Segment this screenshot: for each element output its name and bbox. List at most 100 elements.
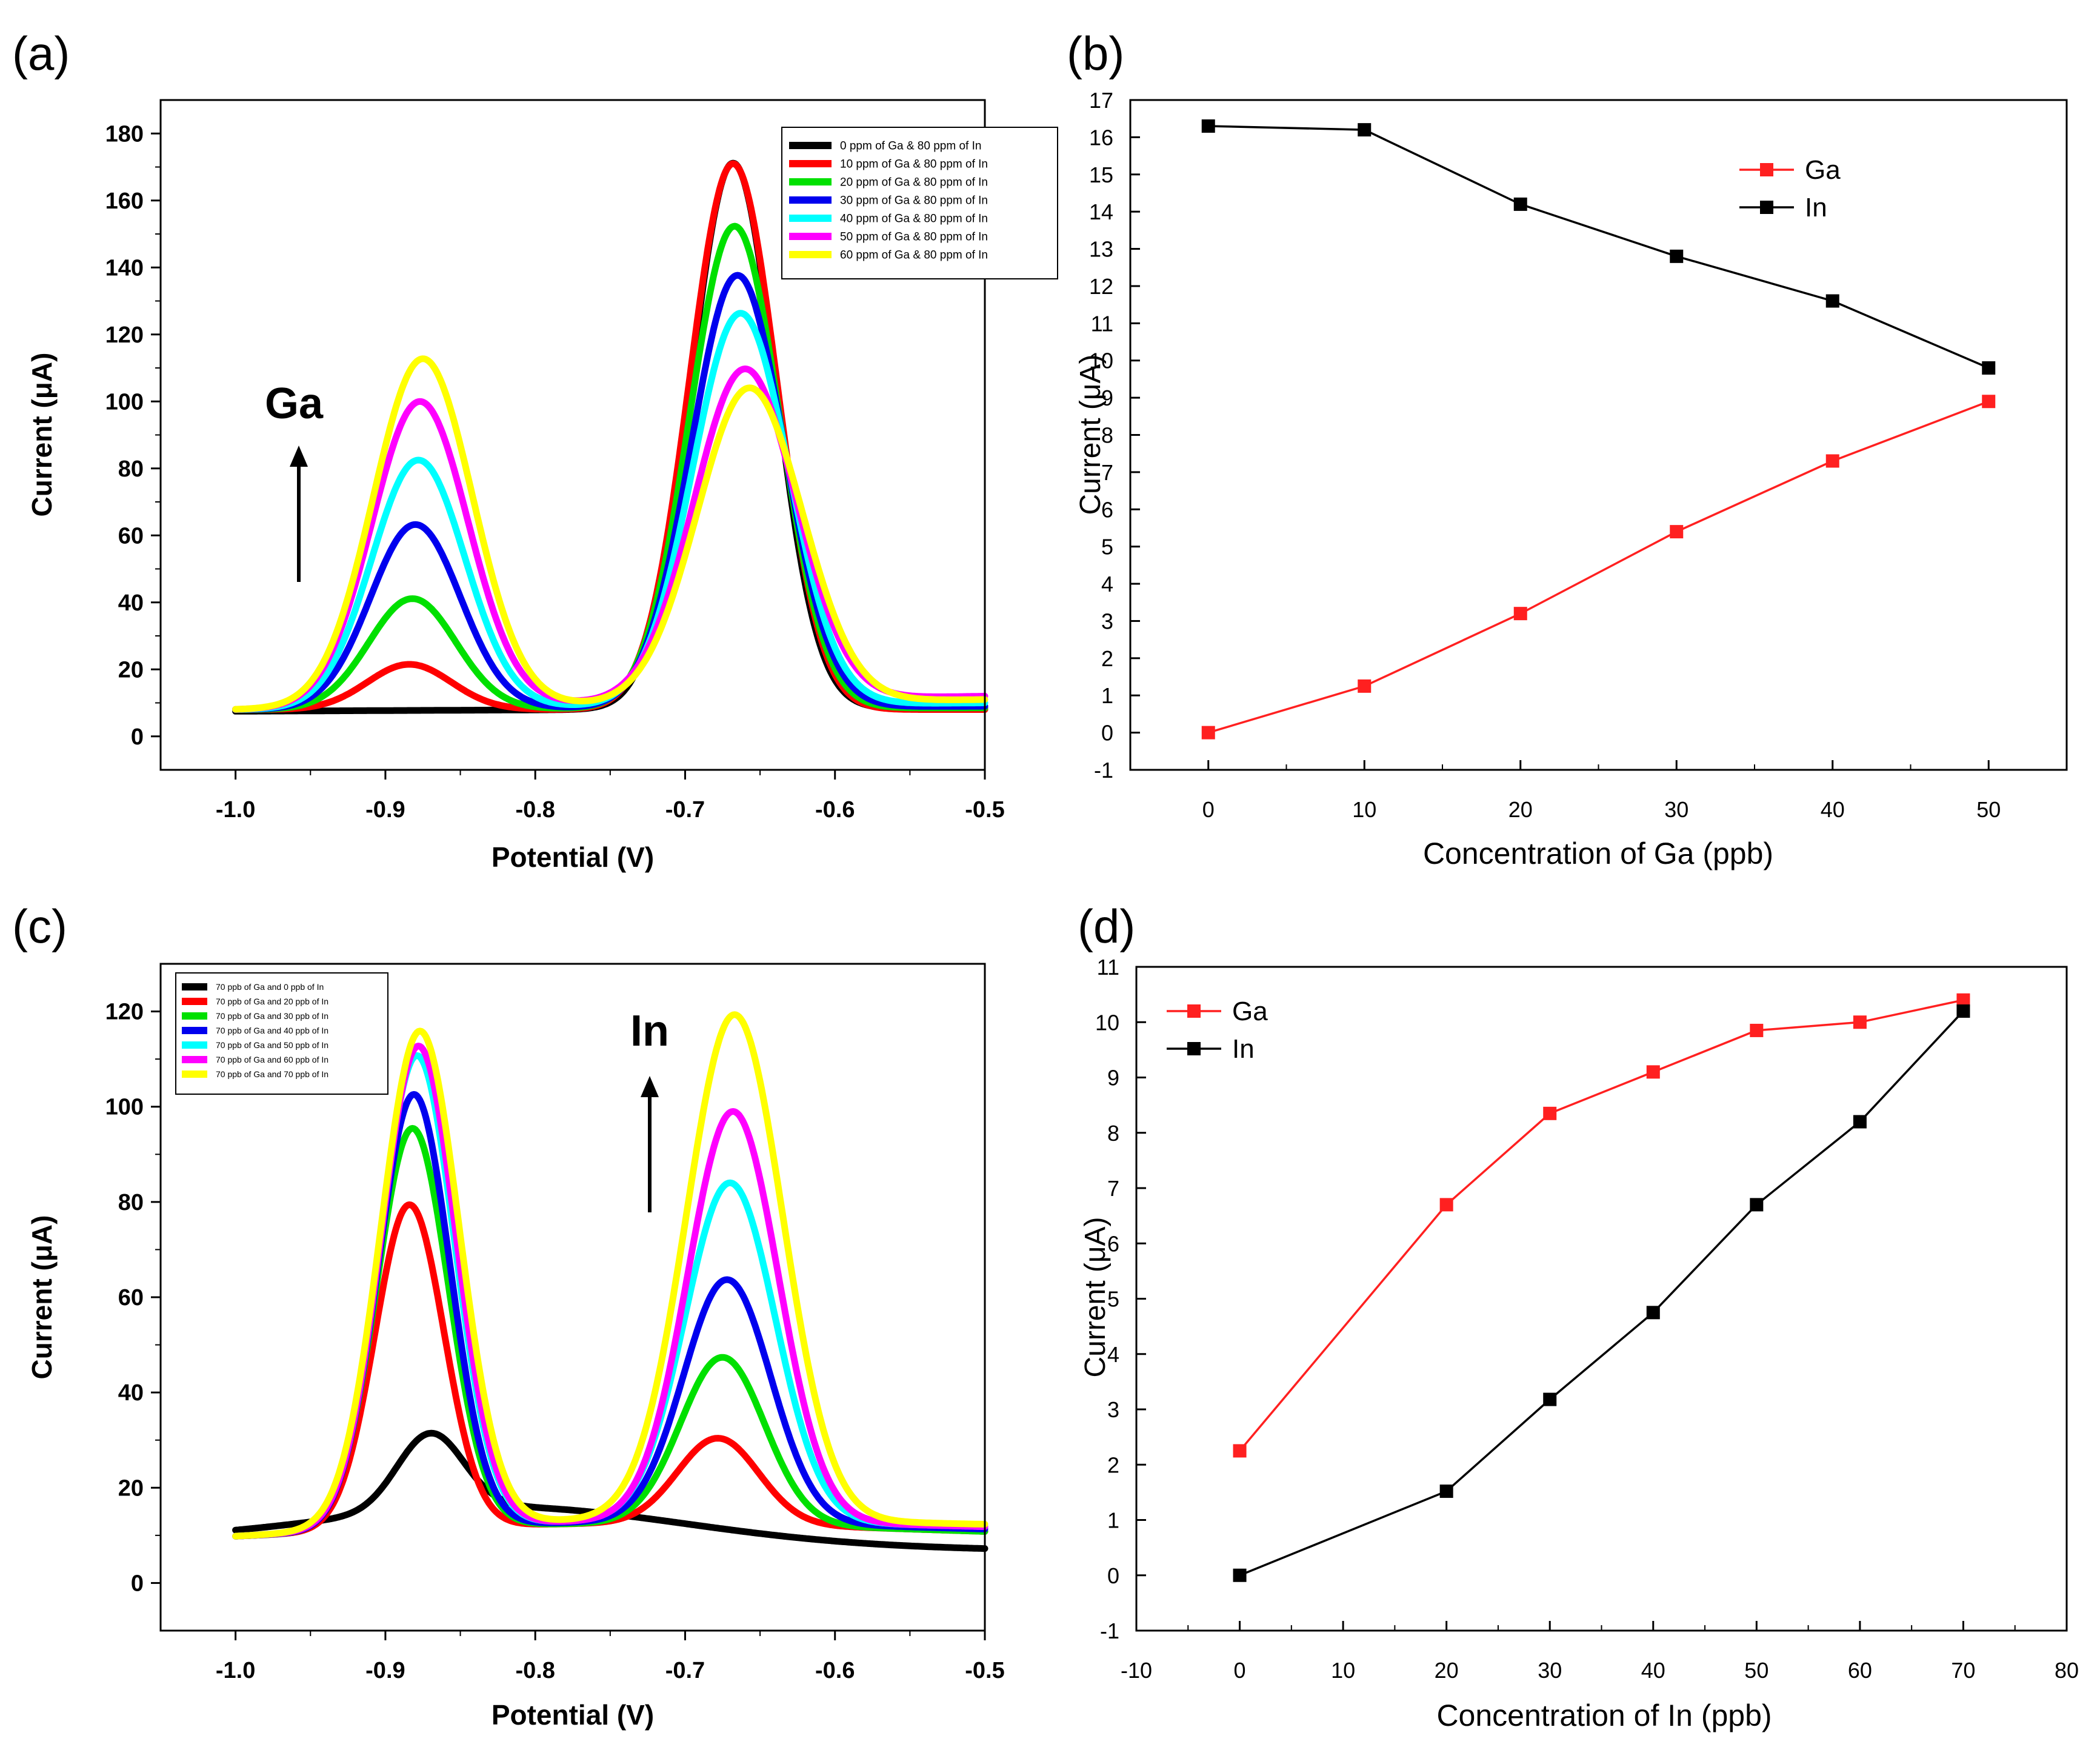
axes-c: -1.0 -0.9 -0.8 -0.7 -0.6 -0.5 0 20 40 60 80 100 120 [105,1000,1005,1683]
data-point-ga [1825,454,1839,468]
panel-label-a: (a) [12,27,70,80]
y-tick-label: 60 [118,1285,144,1311]
legend-label: In [1232,1034,1255,1064]
y-tick-label: 15 [1089,162,1113,187]
legend-label: 70 ppb of Ga and 20 ppb of In [216,997,328,1006]
data-point-ga [1982,395,1996,409]
y-tick-label: 5 [1101,535,1113,560]
y-tick-label: 13 [1089,237,1113,262]
data-point-ga [1358,679,1372,693]
data-point-in [1358,123,1372,137]
x-tick-label: 10 [1331,1658,1355,1683]
legend-a-items: 0 ppm of Ga & 80 ppm of In 10 ppm of Ga &… [789,140,988,262]
data-point-in [1750,1198,1764,1212]
y-tick-label: 40 [118,590,144,616]
y-tick-label: 7 [1101,460,1113,485]
arrow-up-icon [290,446,308,582]
legend-label: 50 ppm of Ga & 80 ppm of In [840,231,988,244]
y-tick-label: 20 [118,1475,144,1501]
legend-label: 70 ppb of Ga and 40 ppb of In [216,1026,328,1035]
data-point-ga [1750,1023,1764,1037]
legend-swatch-marker [1760,201,1773,214]
y-tick-label: 8 [1101,423,1113,448]
data-point-in [1439,1485,1453,1498]
y-tick-label: 2 [1107,1452,1119,1477]
x-tick-label: -0.7 [665,797,705,823]
legend-label: 60 ppm of Ga & 80 ppm of In [840,249,988,262]
y-tick-label: 0 [131,1571,144,1596]
data-point-ga [1646,1065,1660,1079]
legend-c-items: 70 ppb of Ga and 0 ppb of In 70 ppb of Ga… [182,982,328,1079]
panel-d: (d) -10 0 10 20 30 40 50 60 70 80-101234567891011… [1078,900,2079,1732]
x-tick-label: 30 [1538,1658,1562,1683]
x-tick-label: 40 [1641,1658,1665,1683]
y-tick-label: 14 [1089,199,1113,224]
legend-label: 30 ppm of Ga & 80 ppm of In [840,195,988,207]
y-tick-label: 3 [1101,609,1113,633]
legend-swatch-marker [1760,163,1773,176]
panel-label-d: (d) [1078,900,1135,953]
x-tick-label: 20 [1435,1658,1459,1683]
data-point-ga [1670,525,1684,539]
data-point-in [1825,294,1839,308]
data-point-in [1853,1115,1867,1129]
y-tick-label: 4 [1107,1342,1119,1367]
y-tick-label: 6 [1107,1231,1119,1256]
axes-a: -1.0 -0.9 -0.8 -0.7 -0.6 -0.5 0 20 40 60 80 100 120 1… [105,121,1005,823]
x-tick-label: 50 [1976,797,2001,822]
y-tick-label: 3 [1107,1397,1119,1422]
y-axis-title-d: Current (μA) [1079,1217,1112,1377]
legend-label: 70 ppb of Ga and 30 ppb of In [216,1011,328,1021]
data-point-ga [1956,993,1970,1007]
y-tick-label: 10 [1095,1010,1119,1035]
legend-label: In [1805,193,1827,222]
y-axis-title-a: Current (μA) [26,353,58,517]
legend-label: 10 ppm of Ga & 80 ppm of In [840,158,988,171]
y-tick-label: 8 [1107,1121,1119,1146]
x-tick-label: -0.5 [965,797,1004,823]
x-tick-label: 80 [2055,1658,2079,1683]
y-tick-label: 11 [1097,955,1119,980]
x-tick-label: -0.6 [815,797,855,823]
data-point-ga [1513,607,1527,621]
series-line-7 [232,1011,988,1540]
legend-label: 20 ppm of Ga & 80 ppm of In [840,176,988,189]
legend-label: 70 ppb of Ga and 0 ppb of In [216,982,324,992]
data-point-in [1543,1392,1557,1406]
y-tick-label: -1 [1100,1618,1119,1643]
data-point-in [1956,1004,1970,1018]
x-tick-label: 30 [1664,797,1688,822]
legend-d-items: Ga In [1167,997,1268,1064]
y-tick-label: 20 [118,657,144,683]
y-tick-label: 1 [1107,1508,1119,1533]
y-tick-label: 1 [1101,683,1113,708]
x-tick-label: 70 [1951,1658,1975,1683]
y-tick-label: 17 [1089,88,1113,113]
x-tick-label: -1.0 [216,1658,255,1683]
y-tick-label: 0 [131,724,144,750]
y-tick-label: 60 [118,523,144,549]
plot-area-c [232,1011,988,1552]
panel-a: (a) -1.0 -0.9 -0.8 -0.7 -0.6 -0.5 0 20 40 60 80 100… [12,27,1058,873]
x-tick-label: 10 [1352,797,1376,822]
data-point-ga [1233,1444,1247,1458]
y-tick-label: 7 [1107,1176,1119,1201]
data-point-in [1670,249,1684,263]
x-tick-label: 0 [1234,1658,1246,1683]
y-axis-title-c: Current (μA) [26,1215,58,1380]
x-axis-title-c: Potential (V) [492,1699,654,1731]
y-tick-label: 140 [105,255,144,281]
y-tick-label: 10 [1089,349,1113,373]
y-tick-label: 80 [118,1190,144,1215]
x-tick-label: 20 [1508,797,1533,822]
y-tick-label: 9 [1101,386,1113,410]
panel-label-c: (c) [12,900,67,953]
y-tick-label: 0 [1101,721,1113,746]
data-point-ga [1543,1106,1557,1120]
data-point-ga [1853,1015,1867,1029]
y-tick-label: 11 [1091,311,1113,336]
x-tick-label: -0.8 [515,797,555,823]
